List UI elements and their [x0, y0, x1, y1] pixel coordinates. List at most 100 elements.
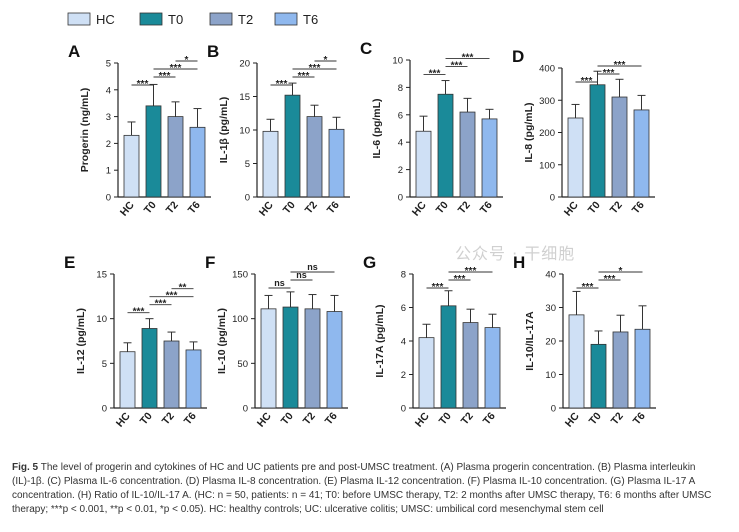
x-tick-label-a-t6: T6 [186, 199, 203, 216]
x-tick-label-h-t2: T2 [609, 410, 626, 427]
y-tick-label-e-0: 0 [102, 404, 107, 415]
sig-label-b-0: *** [276, 79, 288, 90]
x-tick-label-e-t0: T0 [138, 410, 155, 427]
x-tick-label-c-t0: T0 [434, 199, 451, 216]
bar-f-hc [260, 308, 277, 409]
sig-label-g-0: *** [432, 282, 444, 293]
y-tick-label-e-15: 15 [96, 270, 107, 281]
x-tick-label-d-t2: T2 [608, 199, 625, 216]
sig-label-h-2: * [619, 266, 623, 277]
y-tick-label-g-0: 0 [401, 404, 406, 415]
y-tick-label-f-50: 50 [237, 359, 248, 370]
sig-label-d-0: *** [581, 76, 593, 87]
bar-d-t0 [589, 84, 606, 198]
bar-b-hc [262, 130, 279, 198]
x-tick-label-h-hc: HC [563, 410, 582, 430]
y-tick-label-h-20: 20 [545, 337, 556, 348]
y-axis-label-f: IL-10 (pg/mL) [216, 308, 228, 374]
legend-swatch-t6 [274, 12, 298, 26]
x-tick-label-e-t6: T6 [182, 410, 199, 427]
panel-label-f: F [205, 253, 215, 272]
legend-label-t6: T6 [303, 12, 318, 27]
y-tick-label-c-2: 2 [398, 165, 403, 176]
legend-label-hc: HC [96, 12, 115, 27]
x-tick-label-a-t2: T2 [164, 199, 181, 216]
sig-label-f-2: ns [307, 262, 318, 272]
y-tick-label-f-0: 0 [243, 404, 248, 415]
legend-label-t2: T2 [238, 12, 253, 27]
bar-g-t2 [462, 322, 479, 409]
y-tick-label-b-15: 15 [239, 92, 250, 103]
y-tick-label-a-5: 5 [106, 59, 111, 70]
y-tick-label-c-4: 4 [398, 138, 403, 149]
y-tick-label-a-1: 1 [106, 166, 111, 177]
bar-a-t6 [189, 126, 206, 198]
x-tick-label-g-t2: T2 [459, 410, 476, 427]
x-tick-label-h-t6: T6 [631, 410, 648, 427]
bar-d-t6 [633, 109, 650, 198]
x-tick-label-b-t0: T0 [281, 199, 298, 216]
y-tick-label-d-400: 400 [539, 64, 555, 75]
sig-label-e-2: *** [166, 291, 178, 302]
x-tick-label-d-t6: T6 [630, 199, 647, 216]
sig-label-e-1: *** [155, 299, 167, 310]
y-tick-label-a-2: 2 [106, 139, 111, 150]
x-tick-label-b-t2: T2 [303, 199, 320, 216]
bar-f-t6 [326, 311, 343, 409]
y-tick-label-h-0: 0 [551, 404, 556, 415]
bar-d-t2 [611, 96, 628, 198]
panel-label-c: C [360, 39, 372, 58]
sig-label-b-3: * [324, 55, 328, 66]
x-tick-label-c-hc: HC [410, 199, 429, 219]
y-axis-label-d: IL-8 (pg/mL) [523, 102, 535, 162]
sig-label-h-1: *** [604, 274, 616, 285]
y-tick-label-g-2: 2 [401, 370, 406, 381]
sig-label-b-1: *** [298, 71, 310, 82]
y-tick-label-b-10: 10 [239, 126, 250, 137]
bar-e-hc [119, 351, 136, 409]
y-tick-label-d-0: 0 [550, 193, 555, 204]
bar-g-t6 [484, 327, 501, 409]
sig-label-c-0: *** [429, 69, 441, 80]
y-tick-label-d-200: 200 [539, 128, 555, 139]
y-tick-label-h-10: 10 [545, 370, 556, 381]
sig-label-g-2: *** [465, 266, 477, 277]
legend-label-t0: T0 [168, 12, 183, 27]
panel-label-a: A [68, 42, 80, 61]
y-tick-label-a-0: 0 [106, 193, 111, 204]
legend-swatch-t2 [209, 12, 233, 26]
bar-a-hc [123, 134, 140, 198]
panel-label-e: E [64, 253, 75, 272]
x-tick-label-g-hc: HC [413, 410, 432, 430]
legend-swatch-hc [67, 12, 91, 26]
sig-label-e-3: ** [179, 283, 187, 294]
y-tick-label-g-6: 6 [401, 303, 406, 314]
x-tick-label-b-hc: HC [257, 199, 276, 219]
x-tick-label-g-t6: T6 [481, 410, 498, 427]
bar-c-t6 [481, 118, 498, 198]
x-tick-label-b-t6: T6 [325, 199, 342, 216]
y-tick-label-b-5: 5 [245, 159, 250, 170]
y-tick-label-c-0: 0 [398, 193, 403, 204]
y-axis-label-a: Progerin (ng/mL) [79, 88, 91, 173]
bar-e-t0 [141, 328, 158, 409]
bar-h-t0 [590, 343, 607, 409]
sig-label-c-2: *** [462, 53, 474, 64]
y-tick-label-f-150: 150 [232, 270, 248, 281]
y-tick-label-h-30: 30 [545, 303, 556, 314]
x-tick-label-f-t6: T6 [323, 410, 340, 427]
bar-f-t0 [282, 306, 299, 409]
x-tick-label-e-t2: T2 [160, 410, 177, 427]
x-tick-label-c-t6: T6 [478, 199, 495, 216]
bar-c-t2 [459, 111, 476, 198]
sig-label-c-1: *** [451, 61, 463, 72]
y-axis-label-h: IL-10/IL-17A [524, 311, 536, 371]
x-tick-label-d-hc: HC [562, 199, 581, 219]
x-tick-label-c-t2: T2 [456, 199, 473, 216]
x-tick-label-g-t0: T0 [437, 410, 454, 427]
sig-label-f-1: ns [296, 270, 307, 280]
caption-figure-number: Fig. 5 [12, 462, 39, 473]
y-axis-label-g: IL-17A (pg/mL) [374, 304, 386, 377]
legend-swatch-t0 [139, 12, 163, 26]
